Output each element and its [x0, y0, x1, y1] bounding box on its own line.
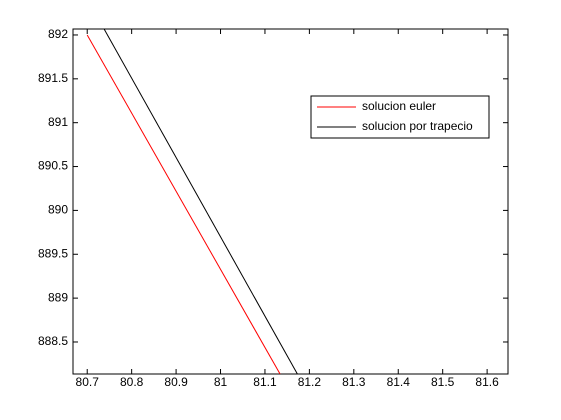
y-tick-label: 888.5 [38, 334, 68, 348]
x-tick-label: 81.4 [387, 375, 411, 389]
x-tick-label: 81 [214, 375, 228, 389]
y-tick-label: 891.5 [38, 71, 68, 85]
x-tick-label: 81.1 [253, 375, 277, 389]
y-tick-label: 892 [48, 27, 68, 41]
plot-area [72, 28, 509, 375]
legend-label: solucion por trapecio [362, 119, 473, 133]
legend-label: solucion euler [362, 99, 436, 113]
y-tick-label: 890 [48, 203, 68, 217]
y-tick-label: 889 [48, 290, 68, 304]
x-tick-label: 80.7 [76, 375, 100, 389]
x-tick-label: 81.5 [431, 375, 455, 389]
y-tick-label: 890.5 [38, 159, 68, 173]
x-tick-label: 80.8 [120, 375, 144, 389]
x-tick-label: 81.2 [298, 375, 322, 389]
line [103, 29, 298, 374]
x-tick-label: 81.3 [342, 375, 366, 389]
x-tick-label: 80.9 [164, 375, 188, 389]
y-tick-label: 889.5 [38, 246, 68, 260]
y-tick-label: 891 [48, 115, 68, 129]
legend-box [310, 95, 490, 139]
x-tick-label: 81.6 [475, 375, 499, 389]
line [86, 34, 281, 374]
